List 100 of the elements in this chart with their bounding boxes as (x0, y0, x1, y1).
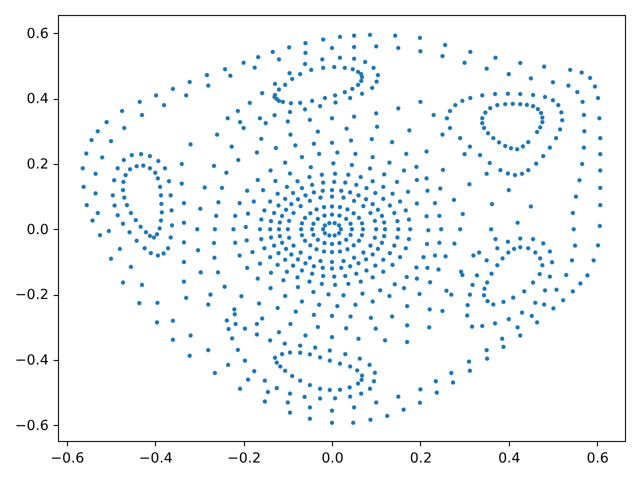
point (550, 98, 556, 102)
y-tick-label: 0.0 (26, 222, 49, 238)
point (559, 110, 564, 114)
point (308, 165, 313, 170)
point (338, 34, 342, 40)
point (395, 219, 400, 224)
point (148, 166, 152, 170)
point (370, 179, 375, 184)
point (518, 245, 522, 250)
point (484, 356, 490, 361)
x-tick-label: −0.4 (138, 450, 173, 466)
point (530, 92, 536, 98)
point (344, 238, 348, 242)
point (276, 227, 282, 232)
point (418, 100, 423, 104)
point (226, 362, 230, 367)
point (314, 247, 319, 252)
point (260, 90, 264, 96)
point (154, 320, 160, 325)
point (541, 154, 546, 158)
point (376, 208, 380, 212)
point (341, 196, 346, 200)
point (372, 218, 377, 223)
point (361, 204, 366, 208)
point (418, 36, 422, 40)
point (390, 314, 394, 319)
point (308, 211, 312, 216)
point (548, 249, 552, 254)
point (258, 227, 262, 232)
point (276, 203, 281, 208)
point (268, 270, 274, 275)
point (308, 118, 312, 122)
point (484, 172, 489, 176)
point (318, 196, 323, 200)
point (407, 128, 412, 132)
point (491, 136, 496, 140)
point (424, 176, 429, 180)
point (520, 172, 524, 176)
point (371, 66, 376, 70)
point (128, 264, 134, 269)
point (425, 266, 430, 270)
point (348, 222, 353, 226)
point (245, 266, 250, 270)
point (276, 192, 280, 196)
point (376, 246, 380, 252)
point (480, 116, 484, 120)
point (405, 304, 410, 308)
point (374, 400, 378, 405)
point (182, 279, 186, 284)
y-tick-label: 0.2 (26, 156, 49, 172)
point (272, 356, 278, 360)
point (370, 275, 375, 280)
point (578, 281, 582, 286)
point (534, 320, 540, 325)
point (142, 246, 147, 250)
point (424, 242, 430, 246)
point (350, 67, 355, 72)
point (402, 168, 406, 173)
point (156, 253, 160, 258)
point (356, 216, 362, 220)
point (296, 285, 300, 290)
point (303, 193, 308, 198)
point (308, 243, 312, 248)
point (283, 258, 288, 262)
point (360, 292, 365, 296)
point (321, 66, 326, 70)
point (343, 180, 348, 185)
point (188, 142, 193, 146)
x-tick-label: 0.4 (498, 450, 520, 466)
point (206, 302, 210, 307)
point (288, 392, 292, 396)
point (387, 294, 392, 298)
point (466, 360, 472, 364)
point (480, 324, 484, 328)
point (130, 153, 134, 158)
point (100, 155, 104, 160)
point (408, 227, 412, 232)
point (308, 256, 312, 260)
point (89, 138, 94, 142)
point (322, 204, 326, 210)
point (122, 196, 126, 200)
point (198, 270, 203, 275)
point (284, 184, 290, 189)
point (572, 244, 578, 248)
point (398, 199, 402, 204)
point (541, 241, 546, 246)
point (295, 179, 300, 184)
point (204, 72, 210, 78)
point (424, 214, 429, 218)
point (302, 394, 307, 400)
point (322, 223, 328, 228)
point (184, 296, 188, 300)
point (338, 388, 342, 392)
point (493, 56, 498, 60)
point (404, 208, 408, 212)
point (287, 45, 292, 50)
point (382, 220, 386, 225)
point (166, 179, 172, 184)
point (414, 276, 419, 281)
point (566, 83, 571, 88)
